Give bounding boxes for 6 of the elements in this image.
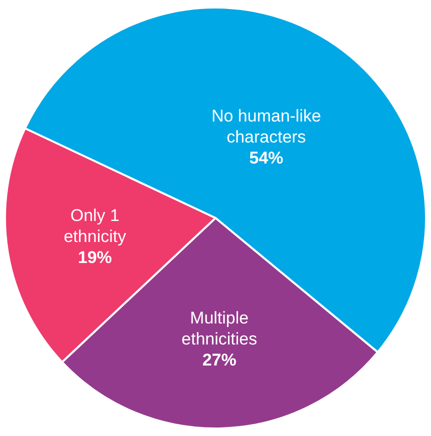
data-label: 54% (249, 148, 284, 168)
slice-label: No human-like characters (211, 106, 322, 147)
slice-label: Multiple ethnicities (182, 308, 258, 349)
slice-label: Only 1 ethnicity (64, 206, 127, 246)
data-label: 19% (78, 248, 112, 267)
data-label: 27% (202, 350, 236, 370)
